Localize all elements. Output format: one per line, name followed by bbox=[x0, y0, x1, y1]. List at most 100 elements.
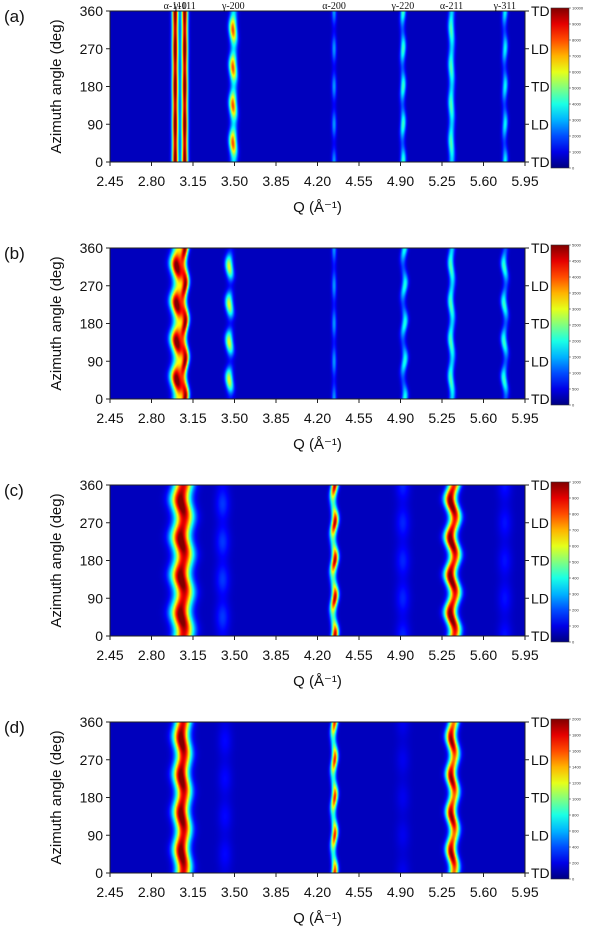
y-tick-label: 360 bbox=[80, 477, 104, 493]
x-tick-label: 5.95 bbox=[511, 647, 538, 663]
y-tick-label: 180 bbox=[80, 316, 104, 332]
y-tick-label: 0 bbox=[95, 154, 103, 170]
x-tick-label: 2.80 bbox=[138, 884, 165, 900]
colorbar-tick-label: 1000 bbox=[572, 480, 582, 485]
orientation-label: TD bbox=[531, 154, 550, 170]
colorbar-tick-label: 100 bbox=[572, 624, 579, 629]
colorbar-tick-label: 9000 bbox=[572, 22, 582, 27]
colorbar bbox=[550, 481, 570, 643]
x-tick-label: 3.50 bbox=[221, 884, 248, 900]
x-tick-label: 3.85 bbox=[262, 884, 289, 900]
x-tick-label: 2.80 bbox=[138, 173, 165, 189]
panel-b: (b) Azimuth angle (deg) Q (Å⁻¹) 2.45 2.80 3.1… bbox=[0, 237, 600, 462]
x-tick-label: 5.95 bbox=[511, 884, 538, 900]
colorbar-tick-label: 200 bbox=[572, 861, 579, 866]
colorbar-tick-label: 800 bbox=[572, 813, 579, 818]
orientation-label: TD bbox=[531, 3, 550, 19]
orientation-label: TD bbox=[531, 553, 550, 569]
colorbar-tick-label: 700 bbox=[572, 528, 579, 533]
x-axis-title: Q (Å⁻¹) bbox=[293, 673, 342, 690]
orientation-label: LD bbox=[531, 278, 549, 294]
x-tick-label: 5.25 bbox=[428, 884, 455, 900]
peak-label: α-211 bbox=[440, 1, 463, 12]
x-tick-label: 2.80 bbox=[138, 647, 165, 663]
x-axis-title: Q (Å⁻¹) bbox=[293, 199, 342, 216]
y-tick-label: 90 bbox=[87, 590, 103, 606]
orientation-label: TD bbox=[531, 79, 550, 95]
y-tick-label: 360 bbox=[80, 3, 104, 19]
colorbar-tick-label: 1500 bbox=[572, 355, 582, 360]
x-tick-label: 4.20 bbox=[304, 173, 331, 189]
x-tick-label: 5.25 bbox=[428, 173, 455, 189]
orientation-label: LD bbox=[531, 116, 549, 132]
orientation-label: TD bbox=[531, 865, 550, 881]
x-tick-label: 4.90 bbox=[387, 410, 414, 426]
x-tick-label: 5.25 bbox=[428, 647, 455, 663]
panel-label-c: (c) bbox=[4, 481, 24, 500]
x-tick-label: 3.50 bbox=[221, 410, 248, 426]
colorbar-tick-label: 5000 bbox=[572, 86, 582, 91]
colorbar-tick-label: 2000 bbox=[572, 717, 582, 722]
colorbar-tick-label: 3500 bbox=[572, 291, 582, 296]
panel-d-chart: (d) Azimuth angle (deg) Q (Å⁻¹) 2.45 2.80 3.1… bbox=[4, 714, 582, 927]
orientation-label: LD bbox=[531, 515, 549, 531]
colorbar-tick-label: 200 bbox=[572, 608, 579, 613]
x-tick-label: 4.90 bbox=[387, 173, 414, 189]
panel-label-a: (a) bbox=[4, 7, 25, 26]
x-tick-label: 2.45 bbox=[96, 173, 123, 189]
colorbar-tick-label: 7000 bbox=[572, 54, 582, 59]
x-axis-title: Q (Å⁻¹) bbox=[293, 436, 342, 453]
x-tick-label: 2.45 bbox=[96, 647, 123, 663]
orientation-label: TD bbox=[531, 477, 550, 493]
colorbar-tick-label: 900 bbox=[572, 496, 579, 501]
heatmap-image-d bbox=[110, 722, 525, 873]
y-tick-label: 270 bbox=[80, 515, 104, 531]
y-axis-title: Azimuth angle (deg) bbox=[48, 256, 65, 390]
orientation-label: TD bbox=[531, 316, 550, 332]
colorbar-tick-label: 0 bbox=[572, 166, 575, 171]
colorbar-tick-label: 1000 bbox=[572, 371, 582, 376]
colorbar-tick-label: 2000 bbox=[572, 134, 582, 139]
colorbar-tick-label: 0 bbox=[572, 877, 575, 882]
x-tick-label: 5.60 bbox=[470, 410, 497, 426]
y-tick-label: 0 bbox=[95, 628, 103, 644]
colorbar-tick-label: 300 bbox=[572, 592, 579, 597]
y-tick-label: 0 bbox=[95, 865, 103, 881]
y-axis-title: Azimuth angle (deg) bbox=[48, 19, 65, 153]
y-tick-label: 180 bbox=[80, 79, 104, 95]
orientation-label: LD bbox=[531, 752, 549, 768]
heatmap-image-c bbox=[110, 485, 525, 636]
colorbar-tick-label: 1800 bbox=[572, 733, 582, 738]
y-tick-label: 360 bbox=[80, 240, 104, 256]
x-tick-label: 2.80 bbox=[138, 410, 165, 426]
orientation-label: LD bbox=[531, 827, 549, 843]
colorbar-tick-label: 10000 bbox=[572, 6, 584, 11]
y-tick-label: 90 bbox=[87, 116, 103, 132]
colorbar-tick-label: 4000 bbox=[572, 102, 582, 107]
panel-c-chart: (c) Azimuth angle (deg) Q (Å⁻¹) 2.45 2.80 3.1… bbox=[4, 477, 582, 690]
x-tick-label: 4.55 bbox=[345, 884, 372, 900]
colorbar-tick-label: 500 bbox=[572, 560, 579, 565]
orientation-label: TD bbox=[531, 790, 550, 806]
y-tick-label: 180 bbox=[80, 553, 104, 569]
panel-a: (a) Azimuth angle (deg) Q (Å⁻¹) 2.45 2.80 3.1… bbox=[0, 0, 600, 225]
colorbar-tick-label: 8000 bbox=[572, 38, 582, 43]
peak-label: γ-111 bbox=[173, 1, 196, 12]
x-tick-label: 2.45 bbox=[96, 884, 123, 900]
peak-label: γ-220 bbox=[390, 1, 414, 12]
orientation-label: TD bbox=[531, 391, 550, 407]
x-tick-label: 5.60 bbox=[470, 647, 497, 663]
colorbar bbox=[550, 244, 570, 406]
colorbar-tick-label: 1000 bbox=[572, 797, 582, 802]
peak-label: α-110 bbox=[164, 1, 187, 12]
x-tick-label: 3.85 bbox=[262, 173, 289, 189]
y-tick-label: 90 bbox=[87, 827, 103, 843]
orientation-label: TD bbox=[531, 240, 550, 256]
colorbar-tick-label: 4500 bbox=[572, 259, 582, 264]
x-tick-label: 4.20 bbox=[304, 410, 331, 426]
colorbar bbox=[550, 7, 570, 169]
peak-label: γ-200 bbox=[221, 1, 245, 12]
panel-label-b: (b) bbox=[4, 244, 25, 263]
colorbar-tick-label: 4000 bbox=[572, 275, 582, 280]
colorbar-tick-label: 3000 bbox=[572, 307, 582, 312]
